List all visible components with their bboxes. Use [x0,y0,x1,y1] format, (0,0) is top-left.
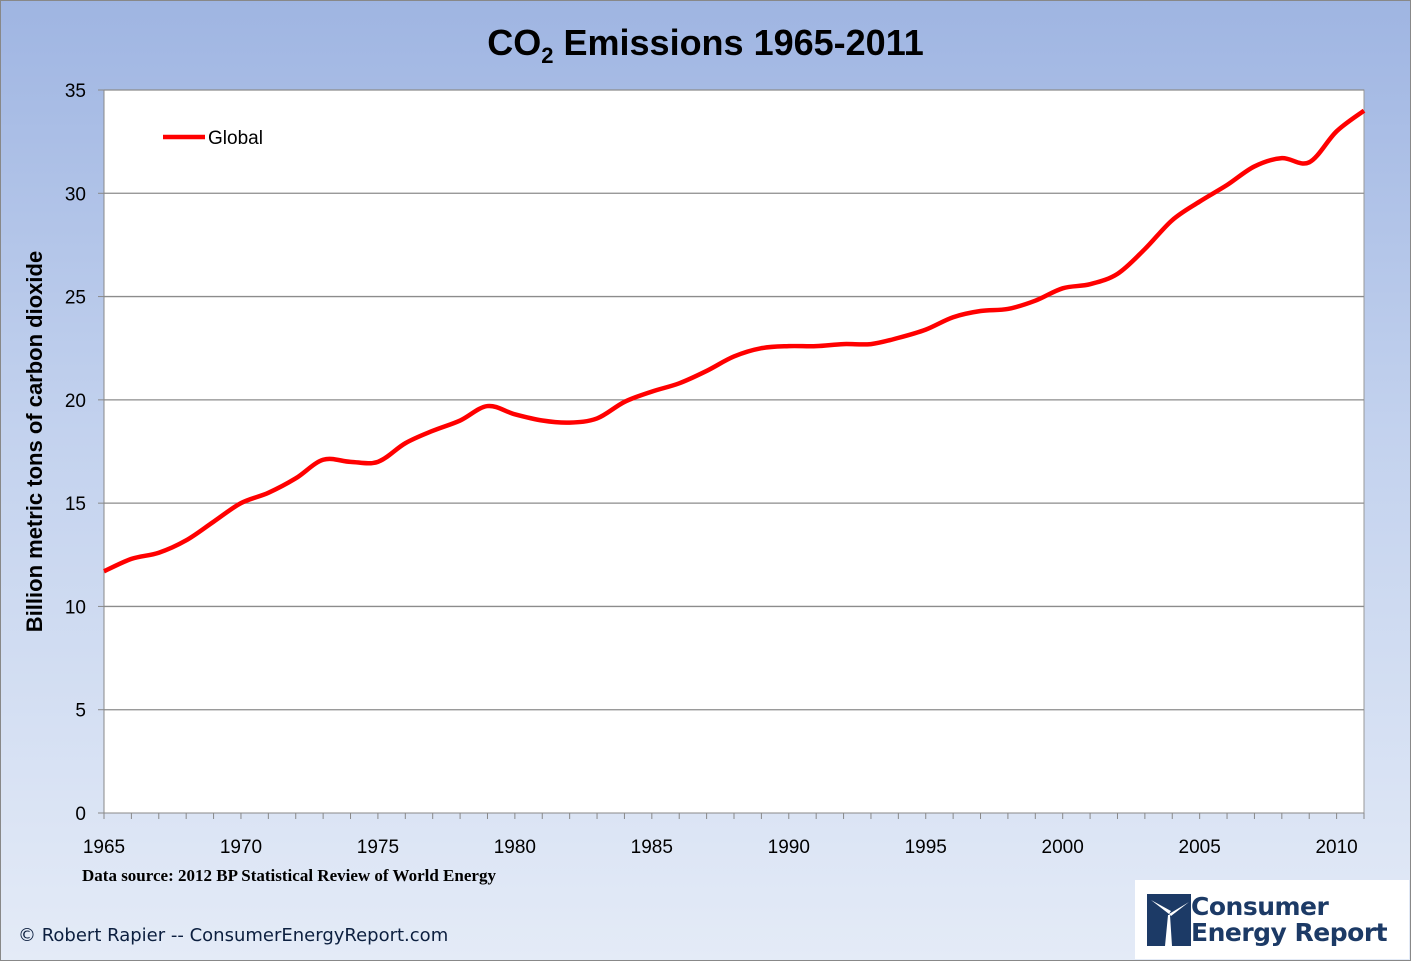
x-tick-label: 1975 [357,837,399,858]
y-tick-label: 25 [65,288,86,309]
y-axis-label: Billion metric tons of carbon dioxide [22,251,47,632]
y-tick-label: 30 [65,184,86,205]
legend-label: Global [208,128,263,149]
x-tick-label: 1990 [768,837,810,858]
wind-turbine-icon [1147,894,1191,946]
x-tick-label: 2010 [1315,837,1357,858]
y-tick-label: 5 [75,701,86,722]
series-line-global [103,108,1366,574]
x-tick-label: 2000 [1042,837,1084,858]
data-source-note: Data source: 2012 BP Statistical Review … [82,866,496,885]
y-tick-label: 35 [65,81,86,102]
x-tick-label: 1965 [83,837,125,858]
x-tick-label: 2005 [1179,837,1221,858]
x-tick-label: 1980 [494,837,536,858]
chart-title: CO2 Emissions 1965-2011 [487,22,924,69]
y-tick-label: 0 [75,804,86,825]
x-tick-label: 1985 [631,837,673,858]
x-tick-label: 1970 [220,837,262,858]
y-tick-label: 15 [65,494,86,515]
x-tick-label: 1995 [905,837,947,858]
consumer-energy-report-logo: Consumer Energy Report [1135,880,1409,959]
copyright-credit: © Robert Rapier -- ConsumerEnergyReport.… [18,925,449,946]
y-tick-label: 10 [65,597,86,618]
plot-area [103,89,1365,814]
y-tick-label: 20 [65,391,86,412]
